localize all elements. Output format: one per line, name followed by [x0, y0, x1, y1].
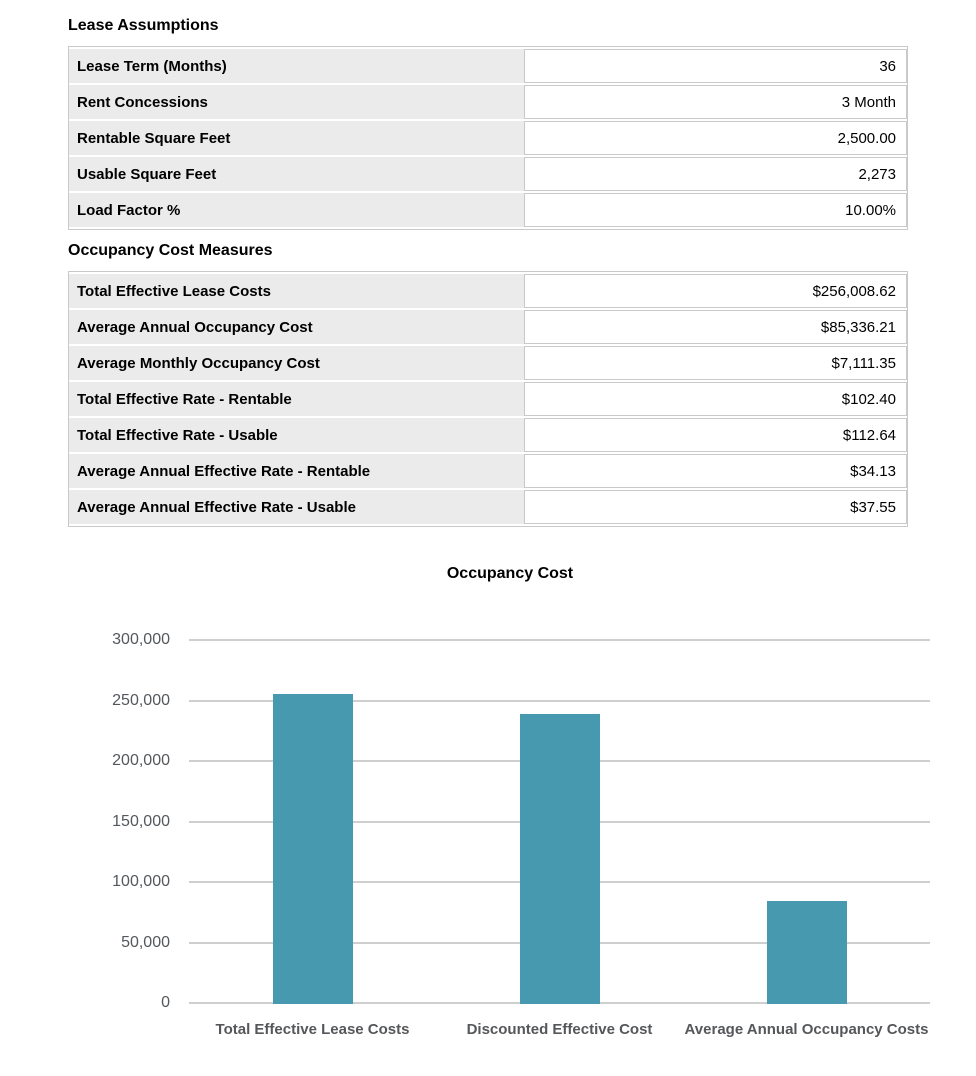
table-row: Average Annual Effective Rate - Usable $3… [69, 490, 907, 524]
row-label: Average Annual Effective Rate - Usable [69, 490, 524, 524]
table-row: Lease Term (Months) 36 [69, 49, 907, 83]
row-value: $102.40 [523, 382, 907, 416]
section-occupancy-cost-measures: Occupancy Cost Measures Total Effective … [68, 241, 908, 527]
y-axis-tick-label: 300,000 [112, 631, 170, 648]
row-value: 2,273 [523, 157, 907, 191]
table-row: Average Annual Effective Rate - Rentable… [69, 454, 907, 488]
occupancy-cost-bar-chart: Occupancy Cost 0 50,000 100,000 150,000 200,… [0, 565, 976, 1076]
row-value: 10.00% [523, 193, 907, 227]
gridline [189, 699, 930, 702]
row-label: Total Effective Rate - Usable [69, 418, 524, 452]
lease-assumptions-table: Lease Term (Months) 36 Rent Concessions 3 M… [68, 46, 908, 230]
row-value: $34.13 [523, 454, 907, 488]
section-lease-assumptions: Lease Assumptions Lease Term (Months) 36 R… [68, 16, 908, 230]
table-row: Load Factor % 10.00% [69, 193, 907, 227]
row-label: Average Monthly Occupancy Cost [69, 346, 524, 380]
y-axis-tick-label: 200,000 [112, 752, 170, 769]
table-row: Total Effective Rate - Rentable $102.40 [69, 382, 907, 416]
x-axis-category-label: Discounted Effective Cost [466, 1021, 653, 1038]
row-label: Lease Term (Months) [69, 49, 524, 83]
section-title-lease-assumptions: Lease Assumptions [68, 17, 219, 34]
table-row: Average Monthly Occupancy Cost $7,111.35 [69, 346, 907, 380]
row-value: $37.55 [523, 490, 907, 524]
bar-2 [519, 714, 600, 1004]
row-label: Total Effective Lease Costs [69, 274, 524, 308]
row-value: 3 Month [523, 85, 907, 119]
section-title-occupancy-cost-measures: Occupancy Cost Measures [68, 242, 273, 259]
row-label: Rent Concessions [69, 85, 524, 119]
x-axis-category-label: Total Effective Lease Costs [215, 1021, 410, 1038]
y-axis-tick-label: 0 [161, 994, 170, 1011]
y-axis-tick-label: 100,000 [112, 873, 170, 890]
table-row: Usable Square Feet 2,273 [69, 157, 907, 191]
occupancy-cost-measures-table: Total Effective Lease Costs $256,008.62 Av… [68, 271, 908, 527]
row-label: Usable Square Feet [69, 157, 524, 191]
table-row: Average Annual Occupancy Cost $85,336.21 [69, 310, 907, 344]
row-label: Average Annual Occupancy Cost [69, 310, 524, 344]
table-row: Rentable Square Feet 2,500.00 [69, 121, 907, 155]
row-value: $7,111.35 [523, 346, 907, 380]
row-value: $256,008.62 [523, 274, 907, 308]
row-label: Rentable Square Feet [69, 121, 524, 155]
row-label: Total Effective Rate - Rentable [69, 382, 524, 416]
row-value: 2,500.00 [523, 121, 907, 155]
y-axis-tick-label: 150,000 [112, 812, 170, 830]
bar-1 [272, 694, 353, 1004]
table-row: Total Effective Rate - Usable $112.64 [69, 418, 907, 452]
y-axis-tick-label: 250,000 [112, 691, 170, 709]
y-axis-tick-label: 50,000 [121, 933, 170, 951]
table-row: Rent Concessions 3 Month [69, 85, 907, 119]
table-row: Total Effective Lease Costs $256,008.62 [69, 274, 907, 308]
row-label: Average Annual Effective Rate - Rentable [69, 454, 524, 488]
x-axis-category-label: Average Annual Occupancy Costs [684, 1021, 929, 1038]
row-value: $85,336.21 [523, 310, 907, 344]
bar-3 [766, 901, 847, 1004]
row-value: $112.64 [523, 418, 907, 452]
row-label: Load Factor % [69, 193, 524, 227]
row-value: 36 [523, 49, 907, 83]
chart-title: Occupancy Cost [446, 565, 574, 582]
gridline [189, 639, 930, 641]
